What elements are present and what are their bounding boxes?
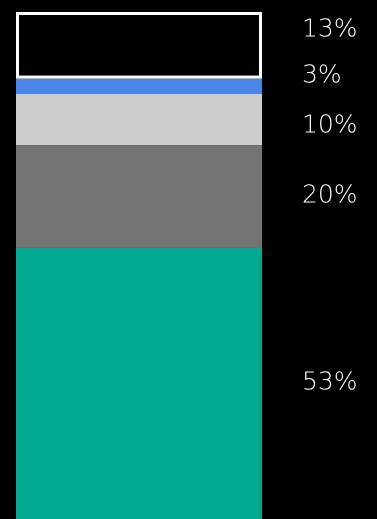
bar-segment-13 [16, 12, 262, 79]
bar-segment-53 [16, 247, 262, 519]
data-labels: 13% 3% 10% 20% 53% [302, 14, 358, 396]
data-label-10: 10% [302, 110, 358, 139]
data-label-20: 20% [302, 180, 358, 209]
bar-segment-3 [16, 78, 262, 94]
bar-segment-20 [16, 145, 262, 248]
data-label-13: 13% [302, 14, 358, 43]
bar-segment-10 [16, 93, 262, 146]
bar-segments [16, 12, 262, 519]
data-label-3: 3% [302, 60, 342, 89]
data-label-53: 53% [302, 367, 358, 396]
